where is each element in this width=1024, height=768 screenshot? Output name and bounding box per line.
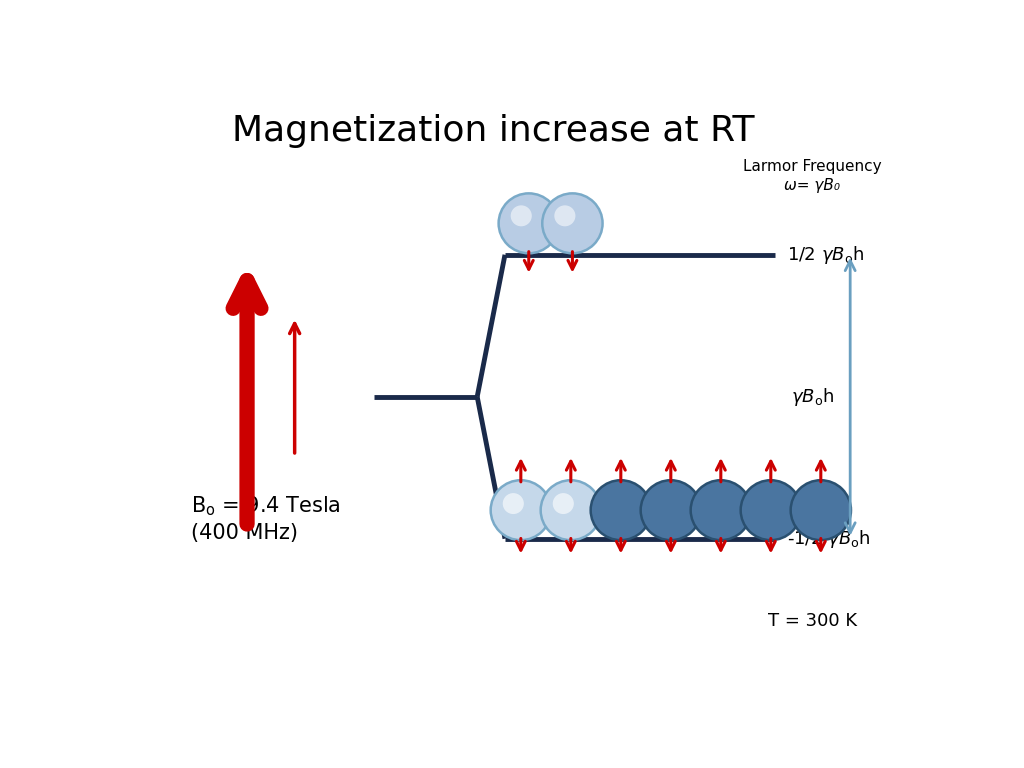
Text: Larmor Frequency: Larmor Frequency [742, 158, 882, 174]
Text: (400 MHz): (400 MHz) [191, 523, 298, 543]
Text: 1/2 $\gamma$$\it{B}_\mathregular{o}$h: 1/2 $\gamma$$\it{B}_\mathregular{o}$h [786, 243, 864, 266]
Text: -1/2 $\gamma$$\it{B}_\mathregular{o}$h: -1/2 $\gamma$$\it{B}_\mathregular{o}$h [786, 528, 870, 550]
Ellipse shape [511, 205, 531, 227]
Ellipse shape [591, 480, 651, 540]
Ellipse shape [499, 194, 559, 253]
Ellipse shape [791, 480, 851, 540]
Ellipse shape [641, 480, 701, 540]
Ellipse shape [490, 480, 551, 540]
Ellipse shape [541, 480, 601, 540]
Ellipse shape [553, 493, 573, 514]
Ellipse shape [740, 480, 801, 540]
Ellipse shape [690, 480, 751, 540]
Ellipse shape [503, 493, 524, 514]
Ellipse shape [554, 205, 575, 227]
Text: T = 300 K: T = 300 K [768, 612, 857, 631]
Text: B$_\mathregular{o}$ = 9.4 Tesla: B$_\mathregular{o}$ = 9.4 Tesla [191, 495, 341, 518]
Text: $\gamma$$\it{B}_\mathregular{o}$h: $\gamma$$\it{B}_\mathregular{o}$h [791, 386, 834, 408]
Text: ω= γB₀: ω= γB₀ [784, 178, 840, 193]
Text: Magnetization increase at RT: Magnetization increase at RT [231, 114, 755, 147]
Ellipse shape [543, 194, 602, 253]
